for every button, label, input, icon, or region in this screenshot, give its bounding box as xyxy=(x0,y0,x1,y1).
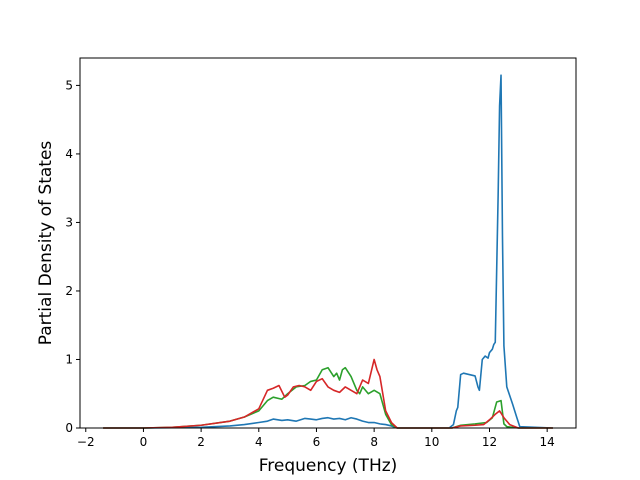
x-tick-label: −2 xyxy=(77,435,95,449)
series-line-1 xyxy=(103,74,553,429)
series-line-3 xyxy=(103,358,553,429)
series-line-2 xyxy=(103,366,553,429)
y-tick-label: 4 xyxy=(65,147,73,161)
x-tick-label: 6 xyxy=(313,435,321,449)
plot-lines xyxy=(103,74,553,429)
x-axis-label: Frequency (THz) xyxy=(259,456,398,476)
x-tick-label: 0 xyxy=(140,435,148,449)
y-tick-label: 5 xyxy=(65,78,73,92)
x-tick-label: 10 xyxy=(424,435,439,449)
x-tick-label: 12 xyxy=(482,435,497,449)
plot-frame xyxy=(79,57,577,429)
x-axis-ticks: −2 0 2 4 6 8 10 12 14 xyxy=(77,428,555,449)
x-tick-label: 14 xyxy=(540,435,555,449)
y-axis-label: Partial Density of States xyxy=(36,141,56,346)
y-tick-label: 0 xyxy=(65,421,73,435)
y-axis-ticks: 0 1 2 3 4 5 xyxy=(65,78,80,435)
y-tick-label: 2 xyxy=(65,284,73,298)
x-tick-label: 2 xyxy=(197,435,205,449)
y-tick-label: 3 xyxy=(65,215,73,229)
x-tick-label: 4 xyxy=(255,435,263,449)
x-tick-label: 8 xyxy=(370,435,378,449)
y-tick-label: 1 xyxy=(65,352,73,366)
